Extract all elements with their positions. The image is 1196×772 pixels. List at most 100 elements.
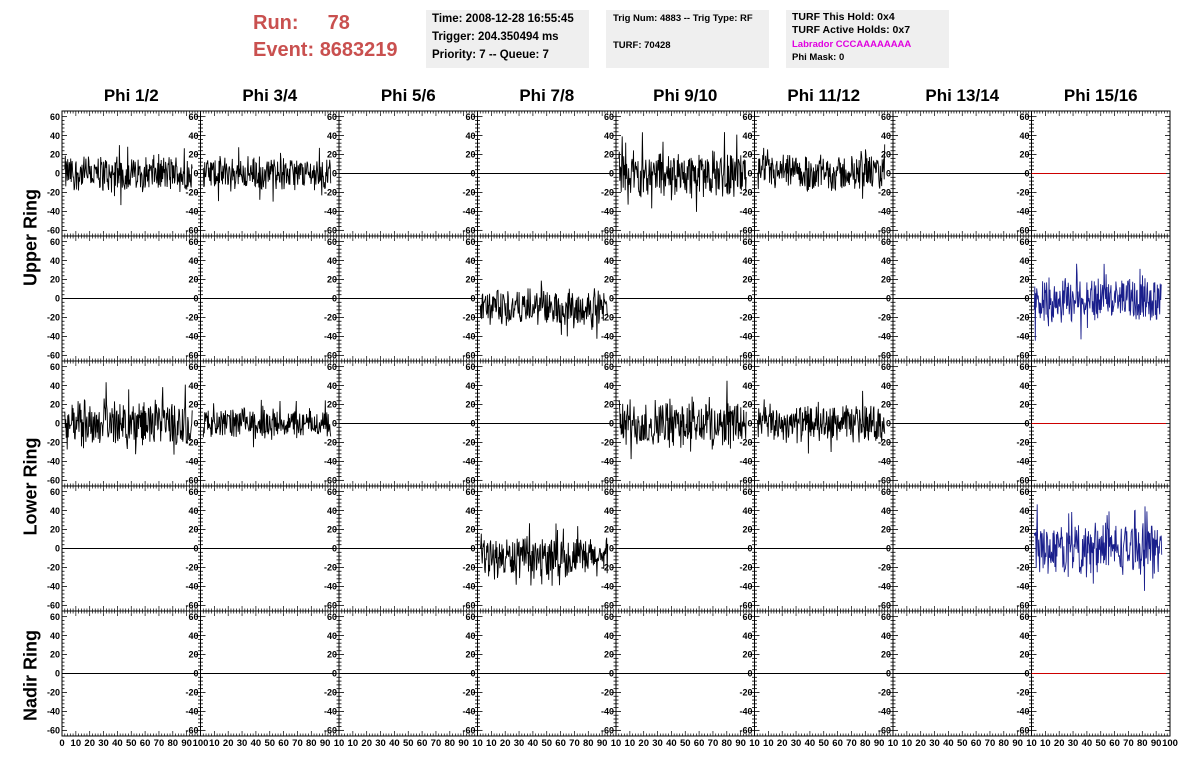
y-tick-label: -40 <box>47 207 60 217</box>
column-header-8: Phi 15/16 <box>1063 86 1138 105</box>
y-tick-label: -60 <box>1016 476 1029 486</box>
y-tick-label: 40 <box>1019 131 1029 141</box>
y-tick-label: 20 <box>742 400 752 410</box>
column-header-7: Phi 13/14 <box>925 86 1000 105</box>
y-tick-label: 0 <box>609 419 614 429</box>
y-tick-label: 0 <box>1024 419 1029 429</box>
y-tick-label: 60 <box>188 362 198 372</box>
y-tick-label: 60 <box>1019 112 1029 122</box>
trigger-text: Trigger: 204.350494 ms <box>432 31 559 43</box>
y-tick-label: 0 <box>609 169 614 179</box>
y-tick-label: -60 <box>1016 226 1029 236</box>
y-tick-label: 40 <box>327 256 337 266</box>
y-tick-label: -40 <box>601 332 614 342</box>
y-tick-label: 20 <box>604 150 614 160</box>
y-tick-label: 40 <box>327 131 337 141</box>
y-tick-label: 60 <box>604 362 614 372</box>
y-tick-label: 0 <box>609 294 614 304</box>
y-tick-label: 40 <box>465 131 475 141</box>
panel-r3-c3: 60 40 20 0 -20 -40 -60 <box>324 360 478 487</box>
y-tick-label: -60 <box>47 476 60 486</box>
y-tick-label: -20 <box>739 188 752 198</box>
y-tick-label: 60 <box>742 112 752 122</box>
y-tick-label: -60 <box>878 351 891 361</box>
y-tick-label: 40 <box>188 131 198 141</box>
column-header-3: Phi 5/6 <box>380 86 436 105</box>
y-tick-label: 0 <box>55 544 60 554</box>
event-label: Event: <box>253 39 315 61</box>
y-tick-label: -20 <box>739 438 752 448</box>
panel-r1-c4: 60 40 20 0 -20 -40 -60 <box>462 110 617 237</box>
priority-text: Priority: 7 -- Queue: 7 <box>432 49 549 61</box>
y-tick-label: -20 <box>462 563 475 573</box>
y-tick-label: 40 <box>50 506 60 516</box>
y-tick-label: -40 <box>462 207 475 217</box>
y-tick-label: -60 <box>878 226 891 236</box>
y-tick-label: 60 <box>881 237 891 247</box>
y-tick-label: 60 <box>742 362 752 372</box>
panel-r2-c4: 60 40 20 0 -20 -40 -60 <box>462 235 617 362</box>
panel-r2-c6: 60 40 20 0 -20 -40 -60 <box>739 235 894 362</box>
panel-r2-c7: 60 40 20 0 -20 -40 -60 <box>878 235 1032 362</box>
panel-r3-c1: 60 40 20 0 -20 -40 -60 <box>47 360 201 487</box>
y-tick-label: 60 <box>50 237 60 247</box>
panel-r2-c8: 60 40 20 0 -20 -40 -60 <box>1016 235 1171 362</box>
panel-r3-c6: 60 40 20 0 -20 -40 -60 <box>739 360 894 487</box>
y-tick-label: -40 <box>185 457 198 467</box>
panel-r3-c4: 60 40 20 0 -20 -40 -60 <box>462 360 617 487</box>
turf-hold-text: TURF This Hold: 0x4 <box>792 11 895 23</box>
column-header-4: Phi 7/8 <box>519 86 575 105</box>
panel-r3-c7: 60 40 20 0 -20 -40 -60 <box>878 360 1032 487</box>
y-tick-label: 0 <box>55 294 60 304</box>
y-tick-label: 0 <box>886 419 891 429</box>
y-tick-label: 60 <box>50 487 60 497</box>
trigger-info-box: Trig Num: 4883 -- Trig Type: RF TURF: 70… <box>606 10 769 68</box>
y-tick-label: -40 <box>1016 332 1029 342</box>
y-tick-label: -60 <box>739 476 752 486</box>
y-tick-label: -40 <box>324 332 337 342</box>
y-tick-label: -40 <box>462 332 475 342</box>
waveform-trace <box>618 380 747 460</box>
y-tick-label: -20 <box>462 438 475 448</box>
panel-r3-c8: 60 40 20 0 -20 -40 -60 <box>1016 360 1171 487</box>
panel-r4-c3: 60 40 20 0 -20 -40 -60 <box>324 485 478 612</box>
waveform-trace <box>64 382 193 455</box>
y-tick-label: 40 <box>881 381 891 391</box>
y-tick-label: -40 <box>739 332 752 342</box>
y-tick-label: -20 <box>47 563 60 573</box>
panel-r1-c1: 60 40 20 0 -20 -40 -60 <box>47 110 201 237</box>
y-tick-label: -60 <box>324 476 337 486</box>
y-tick-label: -20 <box>185 438 198 448</box>
y-tick-label: 20 <box>881 400 891 410</box>
y-tick-label: 60 <box>327 362 337 372</box>
y-tick-label: 40 <box>327 381 337 391</box>
y-tick-label: -40 <box>601 457 614 467</box>
y-tick-label: 20 <box>604 400 614 410</box>
y-tick-label: 60 <box>881 112 891 122</box>
waveform-trace <box>64 145 193 206</box>
y-tick-label: -60 <box>462 476 475 486</box>
column-header-5: Phi 9/10 <box>653 86 718 105</box>
y-tick-label: -40 <box>47 582 60 592</box>
y-tick-label: -60 <box>47 601 60 611</box>
waveform-trace <box>479 280 609 339</box>
y-tick-label: 0 <box>193 169 198 179</box>
trig-num-text: Trig Num: 4883 -- Trig Type: RF <box>613 13 753 24</box>
waveform-trace <box>479 523 609 586</box>
y-tick-label: 40 <box>742 381 752 391</box>
y-tick-label: -20 <box>878 188 891 198</box>
y-tick-label: 20 <box>881 150 891 160</box>
y-tick-label: -20 <box>739 313 752 323</box>
y-tick-label: 20 <box>50 400 60 410</box>
panel-r3-c5: 60 40 20 0 -20 -40 -60 <box>601 360 755 487</box>
panel-r4-c1: 60 40 20 0 -20 -40 -60 <box>47 485 201 612</box>
y-tick-label: 20 <box>465 525 475 535</box>
y-tick-label: -60 <box>185 476 198 486</box>
event-value: 8683219 <box>319 39 398 61</box>
y-tick-label: -20 <box>324 188 337 198</box>
y-tick-label: -60 <box>47 351 60 361</box>
y-tick-label: -40 <box>185 332 198 342</box>
y-tick-label: 20 <box>50 525 60 535</box>
y-tick-label: 0 <box>886 294 891 304</box>
